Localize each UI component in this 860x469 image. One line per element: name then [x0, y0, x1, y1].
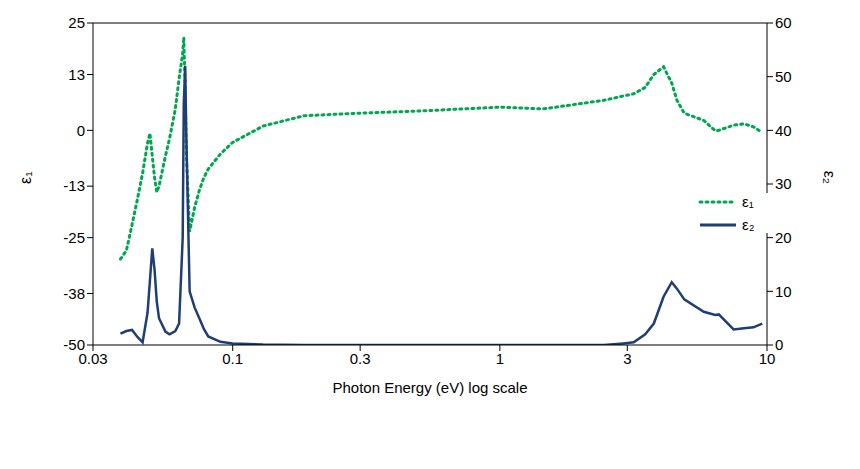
svg-text:Photon Energy (eV) log scale: Photon Energy (eV) log scale: [332, 379, 527, 396]
svg-text:10: 10: [759, 350, 776, 367]
svg-text:25: 25: [68, 14, 85, 31]
svg-text:1: 1: [496, 350, 504, 367]
svg-text:60: 60: [775, 14, 792, 31]
html-text:ε₁: ε₁: [742, 193, 754, 210]
svg-text:40: 40: [775, 122, 792, 139]
svg-text:3: 3: [623, 350, 631, 367]
svg-text:-38: -38: [63, 285, 85, 302]
svg-text:13: 13: [68, 66, 85, 83]
svg-text:0: 0: [775, 336, 783, 353]
svg-text:0: 0: [77, 122, 85, 139]
svg-text:ε₁: ε₁: [17, 171, 34, 184]
svg-text:0.1: 0.1: [222, 350, 243, 367]
html-text:ε₂: ε₂: [742, 216, 755, 233]
svg-text:20: 20: [775, 229, 792, 246]
svg-text:-13: -13: [63, 177, 85, 194]
svg-text:-25: -25: [63, 229, 85, 246]
svg-text:0.03: 0.03: [78, 349, 108, 367]
svg-text:0.3: 0.3: [350, 350, 371, 367]
svg-text:-50: -50: [63, 336, 85, 353]
svg-text:50: 50: [775, 68, 792, 85]
svg-text:30: 30: [775, 175, 792, 192]
svg-text:10: 10: [775, 283, 792, 300]
svg-text:ε₂: ε₂: [821, 171, 838, 184]
